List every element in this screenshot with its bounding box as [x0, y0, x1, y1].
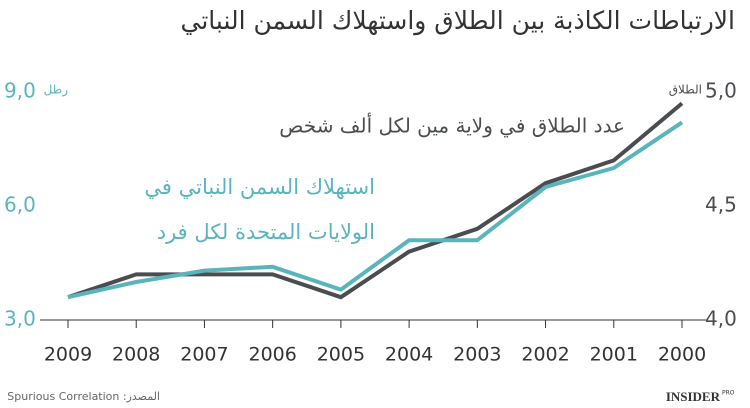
x-tick-label: 2007 — [180, 344, 228, 366]
logo-sub: PRO — [722, 390, 735, 397]
y-tick-label: 9,0 — [4, 79, 36, 103]
annotation: استهلاك السمن النباتي في — [144, 175, 375, 199]
y-axis-label: رطل — [44, 83, 69, 98]
x-tick-label: 2001 — [590, 344, 638, 366]
y2-tick-label: 5,0 — [705, 79, 737, 103]
annotation: عدد الطلاق في ولاية مين لكل ألف شخص — [279, 113, 625, 139]
series-line — [67, 120, 684, 300]
y-tick-label: 3,0 — [4, 307, 36, 331]
x-tick-label: 2002 — [521, 344, 569, 366]
x-tick-label: 2006 — [248, 344, 296, 366]
x-tick-label: 2003 — [453, 344, 501, 366]
y2-tick-label: 4,5 — [705, 193, 737, 217]
source: المصدر: Spurious Correlation — [7, 390, 160, 403]
y2-tick-label: 4,0 — [705, 307, 737, 331]
x-tick-label: 2005 — [317, 344, 365, 366]
x-tick-label: 2008 — [112, 344, 160, 366]
annotation: الولايات المتحدة لكل فرد — [157, 220, 375, 244]
y-tick-label: 6,0 — [4, 193, 36, 217]
x-tick-label: 2004 — [385, 344, 433, 366]
x-tick-label: 2000 — [658, 344, 706, 366]
x-tick-label: 2009 — [44, 344, 92, 366]
chart-title: الارتباطات الكاذبة بين الطلاق واستهلاك ا… — [181, 6, 736, 36]
y2-axis-label: الطلاق — [669, 83, 702, 97]
logo: INSIDER — [666, 389, 721, 404]
